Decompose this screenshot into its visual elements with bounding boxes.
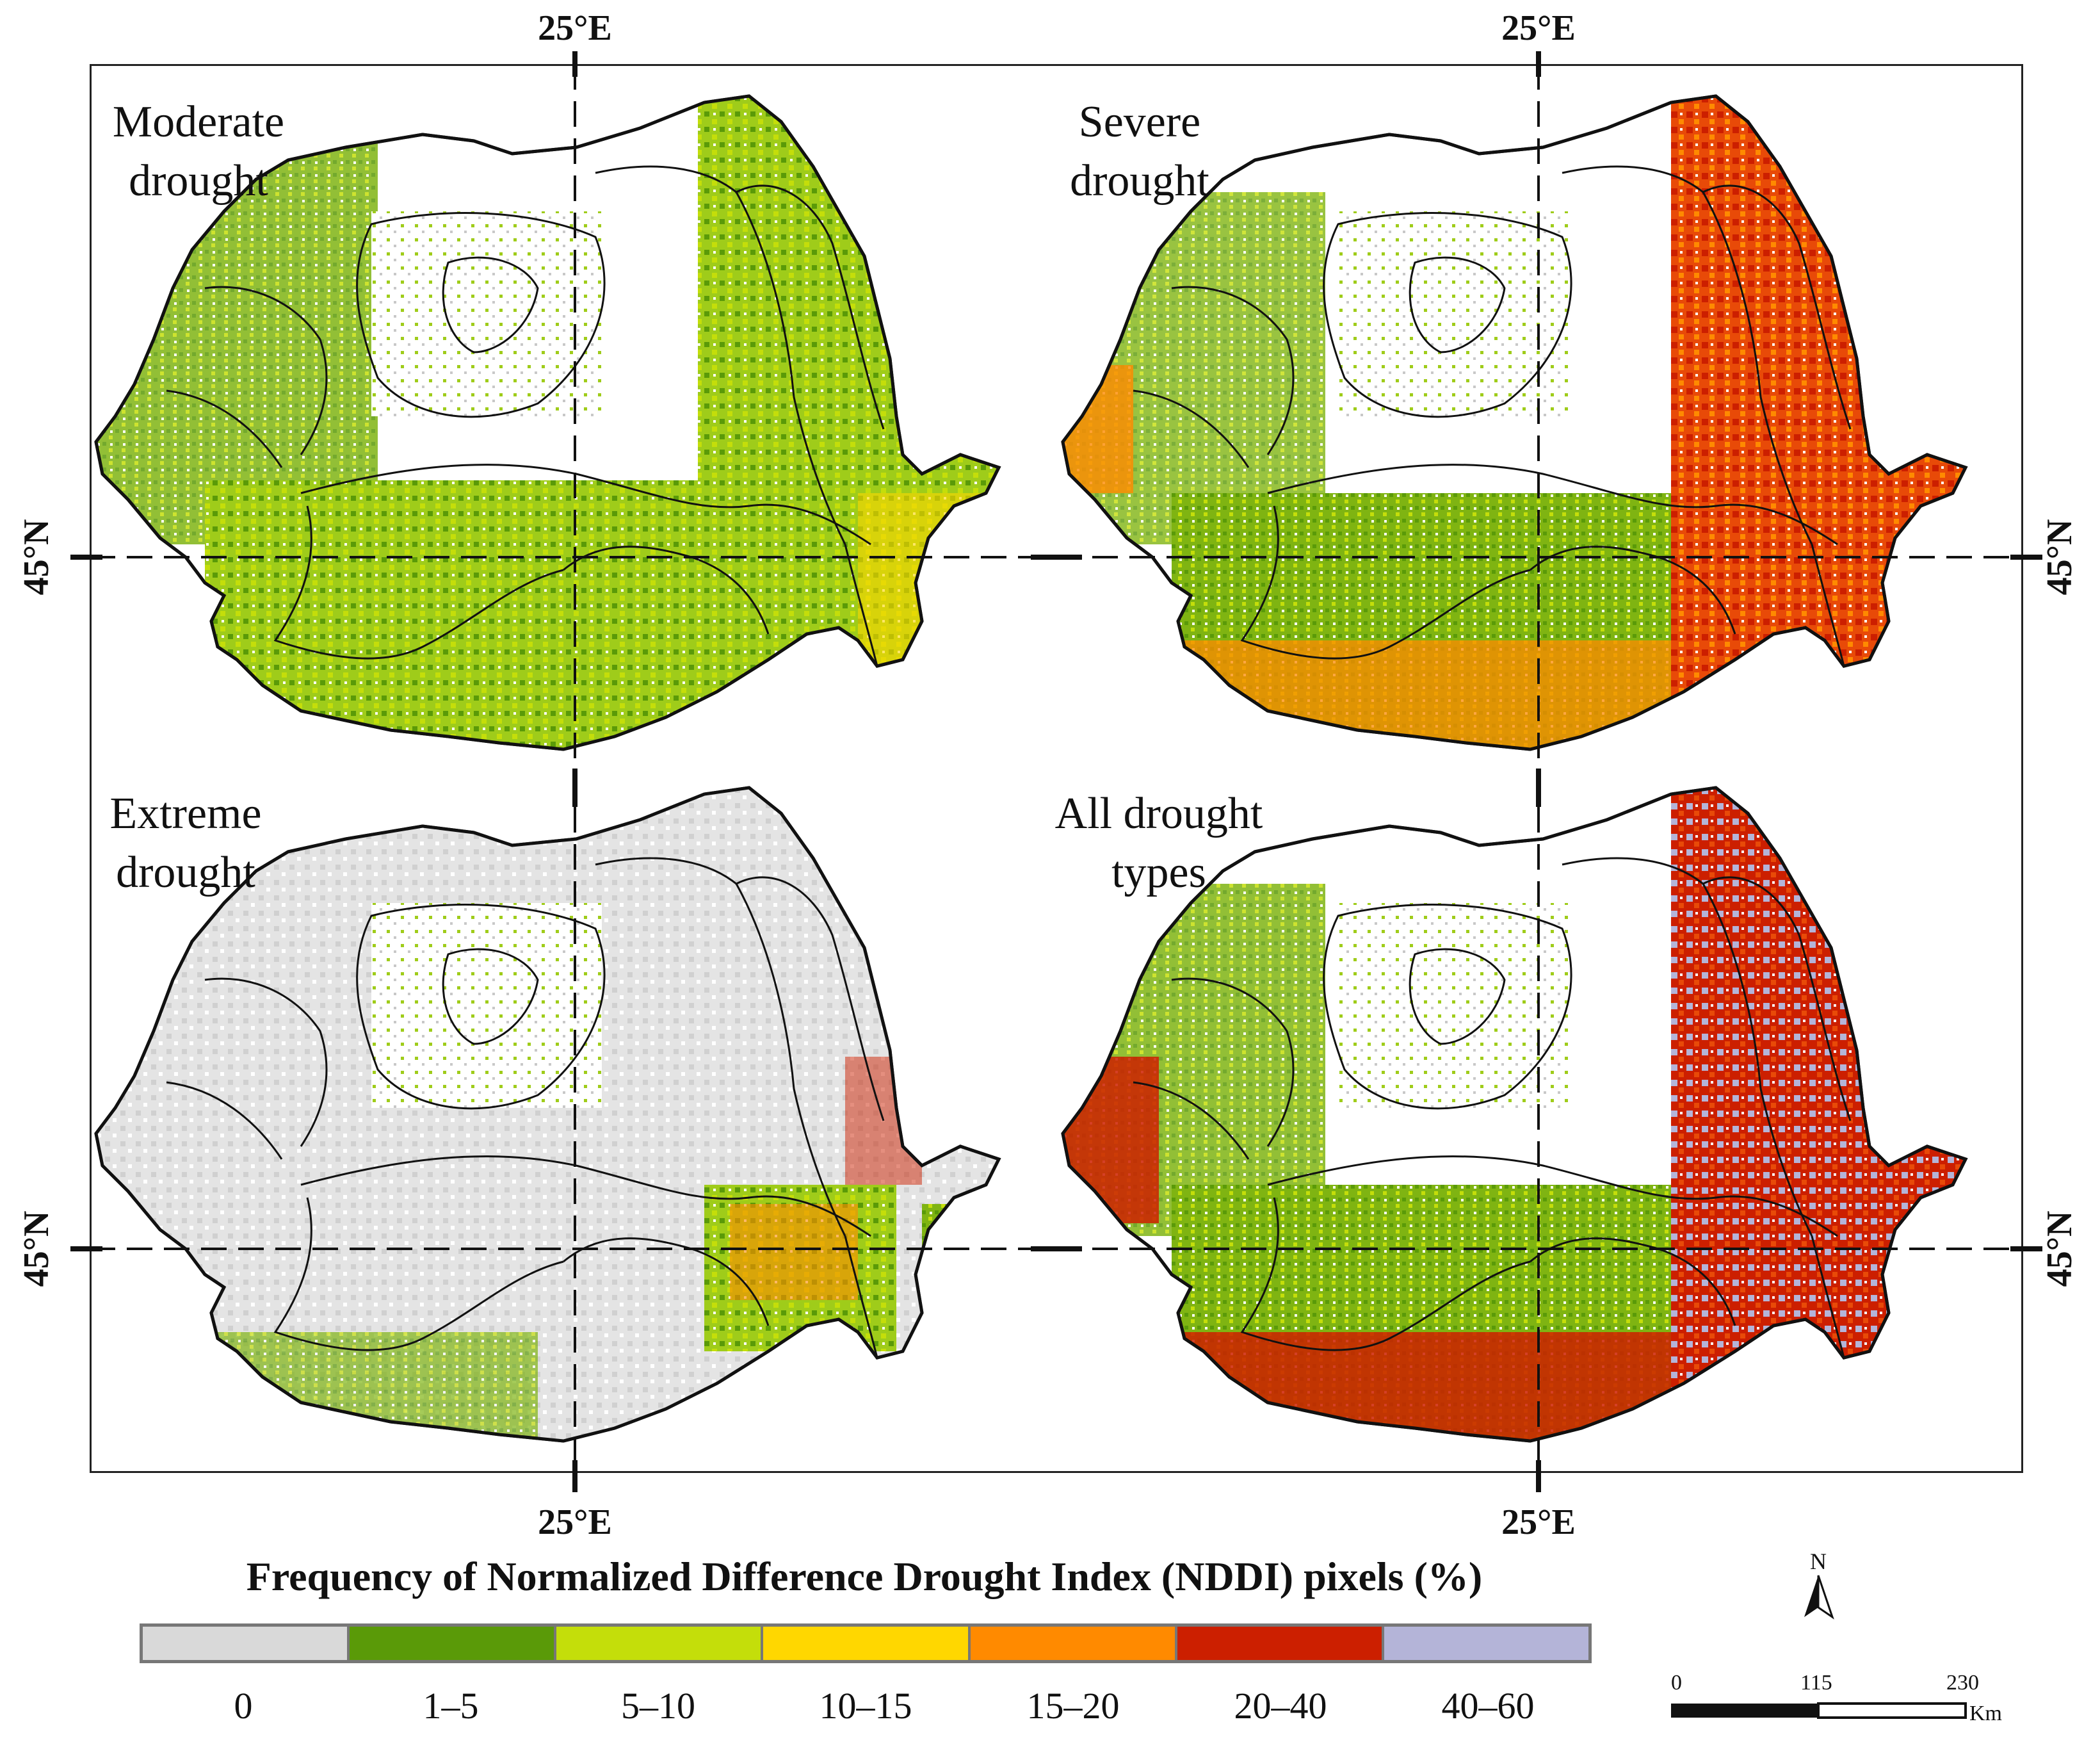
panel-title-severe-line1: Severe bbox=[1078, 97, 1201, 147]
map-frame bbox=[90, 64, 2023, 1473]
legend-label-0: 0 bbox=[234, 1685, 253, 1727]
legend-swatch-40-60 bbox=[1384, 1627, 1588, 1660]
legend-bar bbox=[140, 1623, 1592, 1663]
scale-and-north: N 0 115 230 Km bbox=[1671, 1550, 2002, 1725]
panel-title-all: All drought types bbox=[1031, 785, 1287, 902]
scale-tick-2: 230 bbox=[1946, 1671, 1979, 1695]
north-arrow-icon bbox=[1804, 1575, 1834, 1620]
scale-unit: Km bbox=[1969, 1702, 2002, 1725]
panel-title-extreme-line2: drought bbox=[116, 848, 255, 897]
legend-label-40-60: 40–60 bbox=[1441, 1685, 1535, 1727]
lat-label-left-upper: 45°N bbox=[17, 519, 56, 596]
legend-swatch-20-40 bbox=[1177, 1627, 1384, 1660]
panel-title-extreme-line1: Extreme bbox=[109, 789, 262, 838]
panel-title-moderate-line1: Moderate bbox=[112, 97, 285, 147]
legend-title: Frequency of Normalized Difference Droug… bbox=[246, 1554, 1483, 1599]
legend-swatch-15-20 bbox=[970, 1627, 1177, 1660]
panel-title-all-line1: All drought bbox=[1054, 789, 1263, 838]
scale-bar-black bbox=[1671, 1704, 1818, 1718]
scale-tick-1: 115 bbox=[1800, 1671, 1832, 1695]
panel-title-moderate: Moderate drought bbox=[96, 93, 301, 211]
panel-title-all-line2: types bbox=[1111, 848, 1206, 897]
lon-label-top-right: 25°E bbox=[1501, 8, 1576, 48]
lat-label-left-lower: 45°N bbox=[17, 1210, 56, 1287]
legend-labels: 0 1–5 5–10 10–15 15–20 20–40 40–60 bbox=[140, 1684, 1592, 1727]
legend-label-5-10: 5–10 bbox=[621, 1685, 695, 1727]
panel-title-moderate-line2: drought bbox=[129, 156, 268, 206]
lat-label-right-lower: 45°N bbox=[2040, 1210, 2080, 1287]
panel-title-severe-line2: drought bbox=[1070, 156, 1209, 206]
legend-swatch-1-5 bbox=[350, 1627, 557, 1660]
lon-label-top-left: 25°E bbox=[538, 8, 612, 48]
lon-label-bottom-right: 25°E bbox=[1501, 1502, 1576, 1542]
legend-swatch-5-10 bbox=[556, 1627, 764, 1660]
legend-swatch-0 bbox=[143, 1627, 350, 1660]
legend-label-10-15: 10–15 bbox=[819, 1685, 912, 1727]
north-label: N bbox=[1810, 1550, 1827, 1574]
panel-title-extreme: Extreme drought bbox=[90, 785, 282, 902]
lat-label-right-upper: 45°N bbox=[2040, 519, 2080, 596]
legend-swatch-10-15 bbox=[763, 1627, 971, 1660]
lon-label-bottom-left: 25°E bbox=[538, 1502, 612, 1542]
panel-title-severe: Severe drought bbox=[1044, 93, 1236, 211]
legend-label-1-5: 1–5 bbox=[423, 1685, 479, 1727]
graticule-ticks bbox=[70, 51, 2042, 1492]
scale-tick-0: 0 bbox=[1671, 1671, 1682, 1695]
legend-label-20-40: 20–40 bbox=[1234, 1685, 1327, 1727]
scale-bar-white bbox=[1817, 1702, 1967, 1719]
legend-label-15-20: 15–20 bbox=[1026, 1685, 1120, 1727]
